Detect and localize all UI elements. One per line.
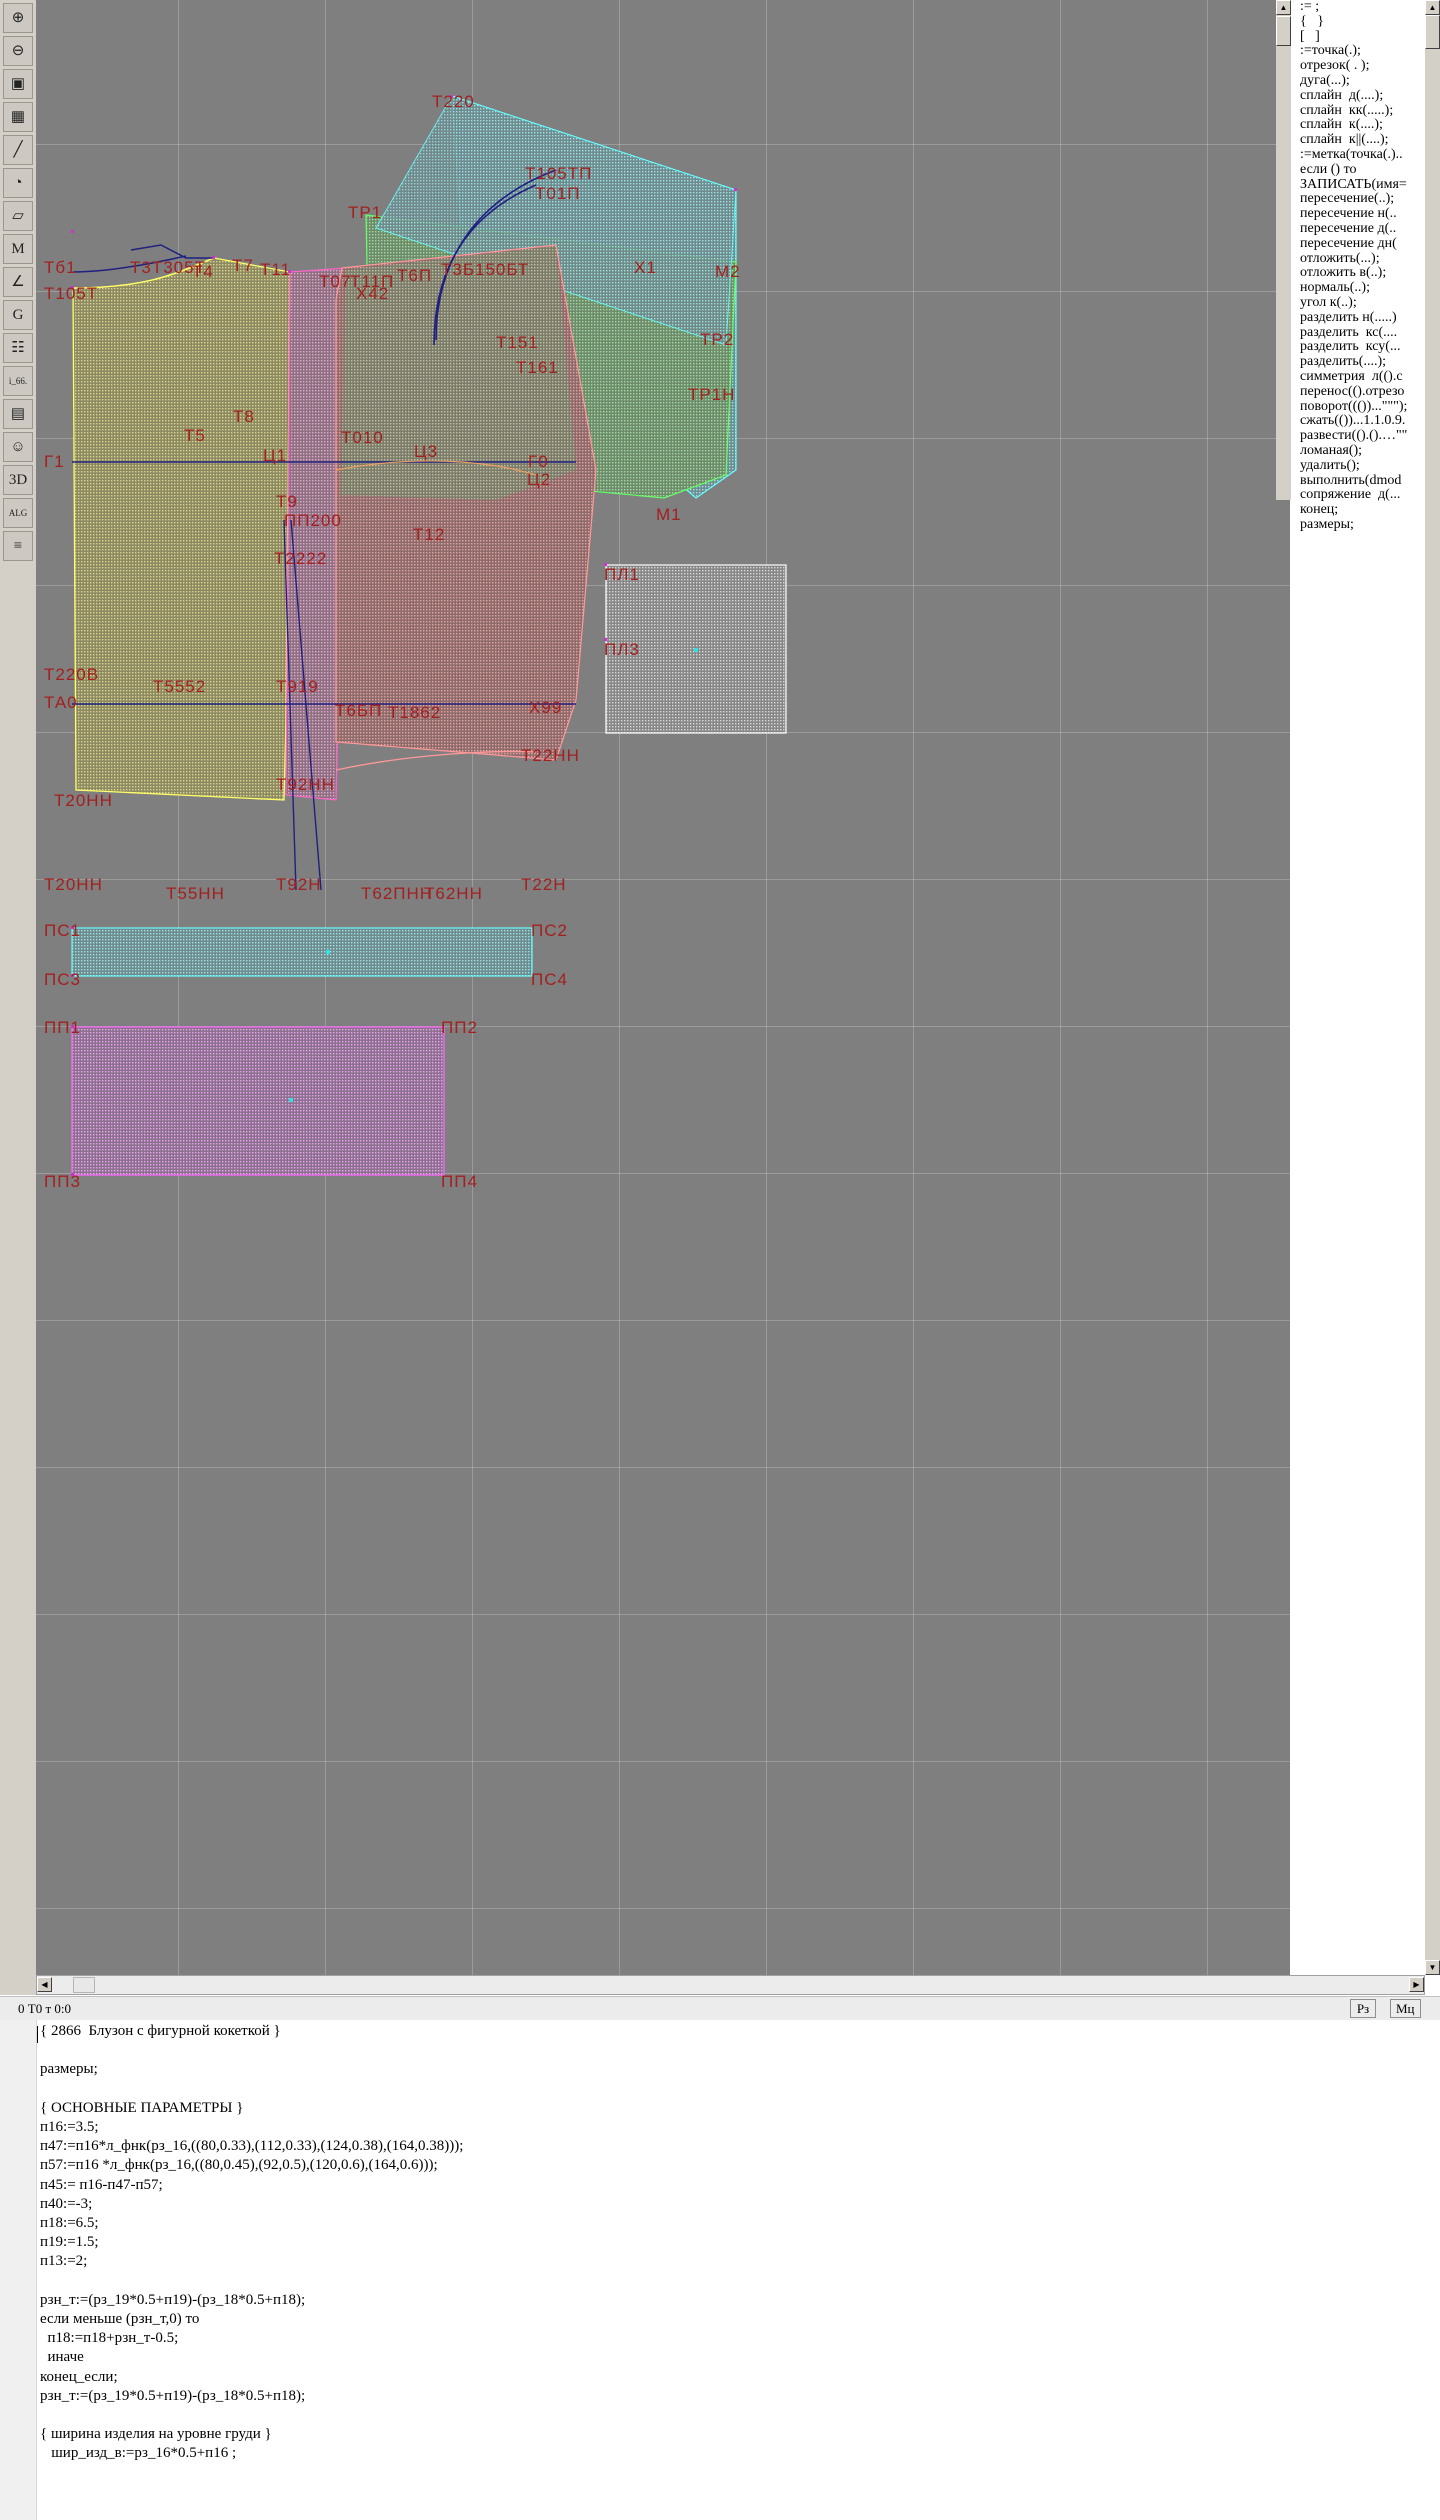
algorithm-icon-glyph: ALG <box>8 507 28 518</box>
marker-m-icon[interactable]: M <box>3 234 33 264</box>
compass-icon-glyph: ∠ <box>11 273 25 290</box>
sizes-table-icon[interactable]: ☷ <box>3 333 33 363</box>
scroll-left-arrow-icon[interactable]: ◀ <box>37 1977 52 1992</box>
sizes-table-icon-glyph: ☷ <box>11 339 25 356</box>
drape-3d-icon-glyph: ◔ <box>13 174 23 191</box>
zoom-out-icon[interactable]: ⊖ <box>3 36 33 66</box>
model-id-icon[interactable]: i_66. <box>3 366 33 396</box>
rp-scroll-up-icon[interactable]: ▲ <box>1425 0 1440 15</box>
editor-caret <box>37 2026 38 2043</box>
button-mc[interactable]: Мц <box>1390 1999 1421 2018</box>
left-toolbar: ⊕ ⊖ ▣ ▦ ╱ ◔ ▱ M ∠ G ☷ i_66. ▤ ☺ 3D ALG ≡ <box>0 0 37 1995</box>
zoom-out-icon-glyph: ⊖ <box>11 42 25 59</box>
rp-scroll-down-icon[interactable]: ▼ <box>1425 1960 1440 1975</box>
script-editor[interactable]: { 2866 Блузон с фигурной кокеткой } разм… <box>0 2020 1440 2520</box>
editor-scrollbar[interactable]: ▲ <box>1276 0 1291 500</box>
spreadsheet-icon[interactable]: ▤ <box>3 399 33 429</box>
grade-g-icon-glyph: G <box>12 306 24 323</box>
status-bar: 0 Т0 т 0:0 Рз Мц <box>0 1996 1440 2021</box>
select-piece-icon-glyph: ▱ <box>12 207 24 224</box>
three-d-icon-glyph: 3D <box>8 471 28 488</box>
hscroll-thumb[interactable] <box>73 1977 95 1993</box>
zoom-in-icon-glyph: ⊕ <box>11 9 25 26</box>
editor-source-text[interactable]: { 2866 Блузон с фигурной кокеткой } разм… <box>40 2023 464 2462</box>
grid-icon-glyph: ▦ <box>10 108 26 125</box>
editor-gutter <box>0 2020 37 2520</box>
grid-icon[interactable]: ▦ <box>3 102 33 132</box>
model-photo-icon-glyph: ☺ <box>10 438 26 455</box>
select-piece-icon[interactable]: ▱ <box>3 201 33 231</box>
command-reference-panel[interactable]: := ; { } [ ] :=точка(.); отрезок( . ); д… <box>1290 0 1440 1975</box>
editor-scroll-thumb[interactable] <box>1276 16 1291 46</box>
command-reference-text: := ; { } [ ] :=точка(.); отрезок( . ); д… <box>1300 0 1408 532</box>
measure-line-icon-glyph: ╱ <box>13 141 23 158</box>
pattern-canvas[interactable]: Т220 Т105ТП Т01П ТР1 Т3Т305Т Т4 Т7 Т11П Т6П Т3Б15… <box>36 0 1308 1975</box>
editor-scroll-up-icon[interactable]: ▲ <box>1276 0 1291 15</box>
marker-m-icon-glyph: M <box>11 240 25 257</box>
algorithm-icon[interactable]: ALG <box>3 498 33 528</box>
spreadsheet-icon-glyph: ▤ <box>10 405 26 422</box>
grade-g-icon[interactable]: G <box>3 300 33 330</box>
rp-scroll-thumb[interactable] <box>1425 15 1440 49</box>
model-photo-icon[interactable]: ☺ <box>3 432 33 462</box>
script-list-icon-glyph: ≡ <box>13 537 23 554</box>
script-list-icon[interactable]: ≡ <box>3 531 33 561</box>
pattern-drawing <box>71 95 787 1176</box>
pattern-preview-icon[interactable]: ▣ <box>3 69 33 99</box>
button-rz[interactable]: Рз <box>1350 1999 1376 2018</box>
three-d-icon[interactable]: 3D <box>3 465 33 495</box>
cursor-coordinates: 0 Т0 т 0:0 <box>18 2001 71 2016</box>
drape-3d-icon[interactable]: ◔ <box>3 168 33 198</box>
zoom-in-icon[interactable]: ⊕ <box>3 3 33 33</box>
measure-line-icon[interactable]: ╱ <box>3 135 33 165</box>
model-id-icon-glyph: i_66. <box>8 375 28 386</box>
compass-icon[interactable]: ∠ <box>3 267 33 297</box>
pattern-preview-icon-glyph: ▣ <box>10 75 26 92</box>
canvas-horizontal-scrollbar[interactable]: ◀ ▶ <box>36 1975 1425 1995</box>
scroll-right-arrow-icon[interactable]: ▶ <box>1409 1977 1424 1992</box>
command-panel-scrollbar[interactable]: ▲ ▼ <box>1425 0 1440 1975</box>
